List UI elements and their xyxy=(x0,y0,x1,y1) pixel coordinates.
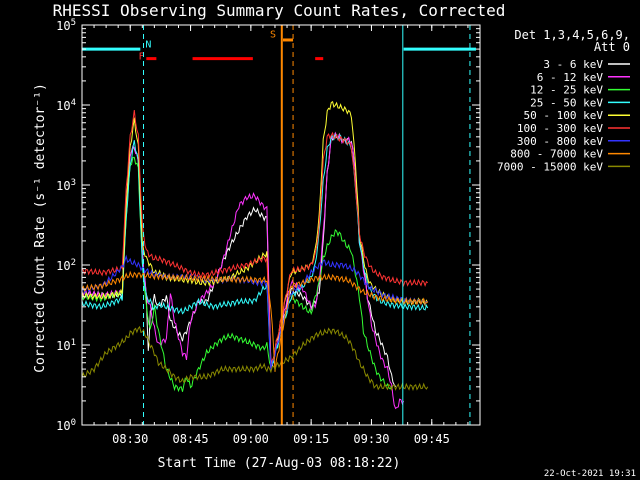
y-tick-label: 103 xyxy=(56,178,76,193)
x-tick-label: 09:45 xyxy=(414,432,450,446)
tick-layer: 08:30 08:45 09:00 09:15 09:30 09:45 100 101 102 1… xyxy=(56,18,480,446)
x-tick-label: 09:00 xyxy=(233,432,269,446)
legend-item-label: 50 - 100 keV xyxy=(524,109,604,122)
series-line-300-800-kev xyxy=(81,254,428,371)
series-line-100-300-kev xyxy=(81,109,428,370)
series-line-25-50-kev xyxy=(81,133,429,368)
y-axis-label: Corrected Count Rate (s⁻¹ detector⁻¹) xyxy=(33,83,48,373)
y-tick-label: 100 xyxy=(56,418,76,433)
mode-flag-label: F xyxy=(138,52,144,63)
x-tick-label: 09:30 xyxy=(353,432,389,446)
legend-item-label: 12 - 25 keV xyxy=(530,84,603,97)
annotation-layer: NF S xyxy=(82,25,476,425)
series-line-800-7000-kev xyxy=(81,270,429,372)
legend-item-label: 3 - 6 keV xyxy=(543,58,603,71)
series-line-7000-15000-kev xyxy=(81,325,429,392)
legend-item-label: 7000 - 15000 keV xyxy=(497,160,603,173)
footer-timestamp: 22-Oct-2021 19:31 xyxy=(544,469,636,479)
legend-header-detectors: Det 1,3,4,5,6,9, xyxy=(514,28,630,42)
legend-item-label: 25 - 50 keV xyxy=(530,96,603,109)
y-tick-label: 102 xyxy=(56,258,76,273)
y-tick-label: 105 xyxy=(56,18,76,33)
series-line-12-25-kev xyxy=(81,156,393,393)
legend-header-attenuator: Att 0 xyxy=(594,40,630,54)
legend-item-label: 6 - 12 keV xyxy=(537,71,604,84)
x-tick-label: 08:45 xyxy=(172,432,208,446)
plot-frame xyxy=(81,24,481,426)
series-layer xyxy=(81,100,429,410)
y-tick-label: 104 xyxy=(56,98,76,113)
x-tick-label: 08:30 xyxy=(112,432,148,446)
legend-item-label: 300 - 800 keV xyxy=(517,135,603,148)
legend-item-label: 100 - 300 keV xyxy=(517,122,603,135)
mode-flag-label: N xyxy=(145,40,151,51)
x-axis-label: Start Time (27-Aug-03 08:18:22) xyxy=(158,456,401,471)
x-tick-label: 09:15 xyxy=(293,432,329,446)
mode-flag-label: S xyxy=(270,29,276,40)
chart-title: RHESSI Observing Summary Count Rates, Co… xyxy=(53,1,506,20)
y-tick-label: 101 xyxy=(56,338,76,353)
legend-item-label: 800 - 7000 keV xyxy=(510,148,603,161)
